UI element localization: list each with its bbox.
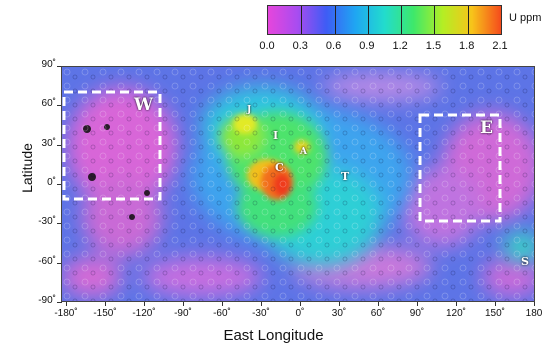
latitude-tick-mark bbox=[57, 105, 62, 107]
longitude-tick: 180 bbox=[525, 308, 543, 319]
region-label-w: W bbox=[134, 95, 154, 115]
longitude-tick-mark bbox=[300, 302, 301, 306]
scale-divider bbox=[367, 6, 369, 34]
longitude-tick: 150˚ bbox=[484, 308, 505, 319]
longitude-tick-mark bbox=[183, 302, 184, 306]
latitude-tick-mark bbox=[57, 302, 62, 303]
latitude-tick: -90˚ bbox=[38, 295, 56, 306]
scale-divider bbox=[401, 6, 403, 34]
longitude-tick: 0˚ bbox=[295, 308, 305, 319]
lunar-uranium-map: W E I C A T S J bbox=[61, 66, 535, 302]
longitude-tick: -90˚ bbox=[174, 308, 192, 319]
longitude-tick: -180˚ bbox=[54, 308, 78, 319]
latitude-tick-mark bbox=[57, 223, 62, 225]
longitude-tick: -150˚ bbox=[93, 308, 117, 319]
uranium-color-scale bbox=[267, 5, 502, 35]
x-axis-label: East Longitude bbox=[223, 327, 324, 344]
longitude-tick-mark bbox=[144, 302, 145, 306]
scale-tick-label: 1.5 bbox=[425, 40, 442, 52]
longitude-tick-mark bbox=[378, 302, 379, 306]
latitude-tick: -60˚ bbox=[38, 255, 56, 267]
latitude-tick-mark bbox=[57, 262, 62, 264]
scale-divider bbox=[434, 6, 436, 34]
longitude-tick: -30˚ bbox=[252, 308, 270, 319]
region-label-s: S bbox=[521, 255, 529, 268]
scale-divider bbox=[334, 6, 336, 34]
longitude-tick: 30˚ bbox=[331, 308, 347, 319]
region-label-a: A bbox=[300, 147, 307, 157]
longitude-tick-mark bbox=[339, 302, 340, 306]
longitude-tick: -120˚ bbox=[132, 308, 156, 319]
scale-unit-label: U ppm bbox=[509, 12, 542, 24]
longitude-tick-mark bbox=[261, 302, 262, 306]
longitude-tick-mark bbox=[534, 302, 535, 306]
longitude-tick-mark bbox=[66, 302, 67, 306]
scale-tick-label: 1.8 bbox=[459, 40, 475, 52]
scale-tick-label: 0.3 bbox=[292, 40, 308, 52]
region-box-e bbox=[418, 113, 502, 223]
longitude-tick: -60˚ bbox=[213, 308, 231, 319]
scale-tick-label: 0.0 bbox=[259, 40, 275, 52]
longitude-tick: 60˚ bbox=[370, 308, 386, 319]
region-label-j: J bbox=[247, 105, 252, 115]
latitude-tick-mark bbox=[57, 184, 62, 185]
scale-tick-label: 1.2 bbox=[392, 40, 408, 52]
scale-divider bbox=[467, 6, 469, 34]
scale-divider bbox=[301, 6, 303, 34]
latitude-tick: 30˚ bbox=[41, 137, 56, 149]
region-label-c: C bbox=[275, 161, 284, 174]
scale-tick-label: 0.9 bbox=[359, 40, 375, 52]
region-label-t: T bbox=[341, 170, 350, 183]
longitude-tick: 90˚ bbox=[409, 308, 425, 319]
latitude-tick: 0˚ bbox=[47, 177, 56, 188]
scale-tick-label: 0.6 bbox=[325, 40, 342, 52]
longitude-tick-mark bbox=[222, 302, 223, 306]
latitude-tick: 90˚ bbox=[41, 59, 56, 70]
relief-texture bbox=[62, 67, 534, 301]
longitude-tick: 120˚ bbox=[445, 308, 466, 319]
longitude-tick-mark bbox=[105, 302, 106, 306]
region-label-e: E bbox=[480, 118, 493, 138]
longitude-tick-mark bbox=[456, 302, 457, 306]
map-canvas bbox=[62, 67, 534, 301]
longitude-tick-mark bbox=[495, 302, 496, 306]
latitude-tick: 60˚ bbox=[41, 98, 56, 110]
scale-tick-label: 2.1 bbox=[492, 40, 508, 52]
region-box-w bbox=[62, 90, 162, 201]
latitude-tick-mark bbox=[57, 144, 62, 146]
latitude-tick-mark bbox=[57, 66, 62, 67]
y-axis-label: Latitude bbox=[19, 143, 35, 193]
latitude-tick: -30˚ bbox=[38, 216, 56, 228]
longitude-tick-mark bbox=[417, 302, 418, 306]
region-label-i: I bbox=[273, 129, 279, 142]
